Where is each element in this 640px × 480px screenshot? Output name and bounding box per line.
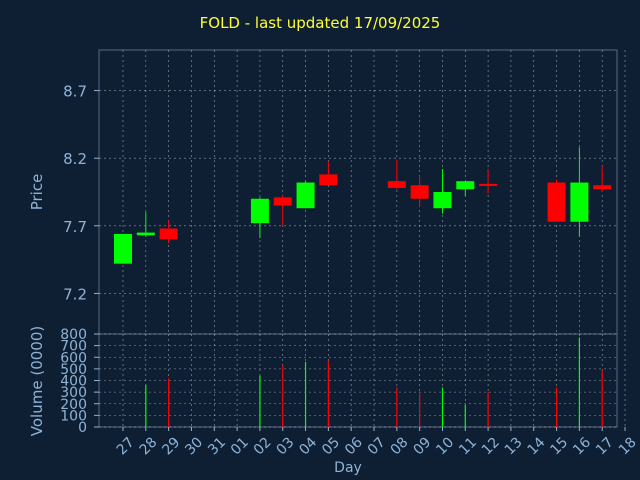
day-tick-label: 04 [296,434,320,458]
day-tick-label: 17 [593,434,617,458]
candle-body [433,192,452,209]
candle-body [456,181,475,190]
day-tick-label: 09 [410,434,434,458]
volume-tick-label: 200 [60,397,87,413]
volume-axis-label: Volume (0000) [28,326,46,436]
day-tick-label: 06 [342,434,366,458]
day-tick-label: 18 [616,434,640,458]
day-tick-label: 29 [159,434,183,458]
candle-body [547,182,566,222]
candle-09 [410,175,429,207]
candle-body [387,181,406,188]
candle-29 [159,220,178,244]
candle-body [273,197,292,206]
candle-10 [433,169,452,214]
candle-27 [114,233,132,264]
candle-body [319,174,338,186]
candle-body [114,233,132,264]
day-tick-label: 02 [251,434,275,458]
candle-08 [387,159,406,190]
volume-tick-label: 600 [60,350,87,366]
day-tick-label: 08 [388,434,412,458]
volume-tick-label: 400 [60,374,87,390]
candle-03 [273,194,292,226]
candle-body [250,198,269,224]
candle-body [479,183,498,186]
day-tick-label: 31 [205,434,229,458]
candle-11 [456,181,475,197]
day-tick-label: 28 [137,434,161,458]
day-tick-label: 11 [456,434,480,458]
day-tick-label: 03 [274,434,298,458]
day-tick-label: 05 [319,434,343,458]
price-tick-label: 7.2 [63,285,87,303]
candle-body [593,185,612,190]
volume-tick-label: 100 [60,408,87,424]
day-axis-label: Day [334,460,362,476]
price-panel: 7.2 7.7 8.2 8.7 [63,49,626,335]
day-tick-label: 10 [433,434,457,458]
day-tick-label: 15 [547,434,571,458]
candle-body [570,182,589,222]
candle-28 [136,212,155,237]
candle-15 [547,179,566,222]
price-axis-label: Price [28,174,46,211]
chart-title: FOLD - last updated 17/09/2025 [199,14,441,32]
day-tick-label: 30 [182,434,206,458]
day-tick-label: 01 [228,434,252,458]
price-tick-label: 7.7 [63,218,87,236]
price-tick-label: 8.7 [63,83,87,101]
day-tick-label: 07 [365,434,389,458]
price-plot-frame [98,49,618,335]
day-tick-label: 16 [570,434,594,458]
day-tick-label: 12 [479,434,503,458]
volume-tick-label: 800 [60,327,87,343]
candle-body [136,232,155,236]
candle-04 [296,181,315,209]
candle-body [159,228,178,240]
candle-12 [479,169,498,194]
day-tick-label: 13 [502,434,526,458]
day-tick-label: 27 [114,434,138,458]
day-tick-label: 14 [525,434,549,458]
volume-tick-label: 300 [60,385,87,401]
candle-17 [593,166,612,192]
price-tick-label: 8.2 [63,150,87,168]
volume-tick-label: 500 [60,362,87,378]
candle-05 [319,160,338,186]
volume-tick-label: 0 [78,420,87,436]
candle-body [296,182,315,209]
volume-panel: 0100200300400500600700800272829303101020… [60,327,640,458]
candle-body [410,185,429,199]
candle-16 [570,147,589,237]
candle-02 [250,197,269,238]
volume-tick-label: 700 [60,339,87,355]
